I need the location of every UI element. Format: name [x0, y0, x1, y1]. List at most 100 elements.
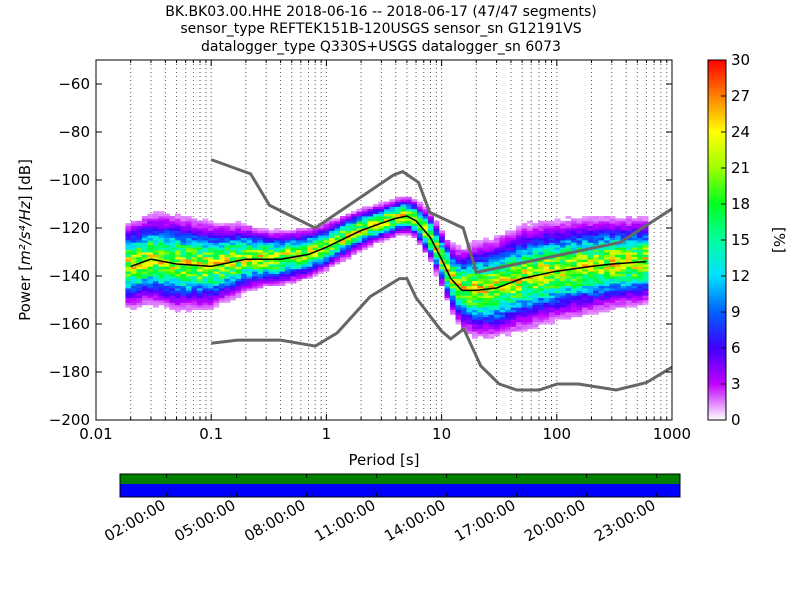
- psd-cell: [631, 220, 638, 224]
- psd-cell: [279, 283, 286, 286]
- psd-cell: [510, 288, 517, 291]
- psd-cell: [383, 237, 390, 241]
- psd-cell: [527, 307, 533, 310]
- psd-cell: [356, 235, 363, 238]
- psd-cell: [538, 319, 544, 322]
- psd-cell: [505, 290, 511, 294]
- psd-cell: [218, 232, 225, 236]
- psd-cell: [576, 240, 583, 243]
- psd-cell: [306, 254, 313, 258]
- psd-cell: [169, 254, 176, 258]
- psd-cell: [494, 314, 500, 318]
- psd-cell: [560, 297, 566, 301]
- psd-cell: [185, 249, 192, 253]
- psd-cell: [169, 242, 176, 246]
- psd-cell: [587, 307, 594, 310]
- psd-cell: [510, 247, 517, 250]
- psd-cell: [273, 283, 280, 286]
- psd-cell: [328, 249, 335, 253]
- psd-cell: [356, 242, 363, 246]
- psd-cell: [609, 280, 616, 284]
- psd-cell: [125, 264, 132, 267]
- psd-cell: [339, 254, 346, 258]
- psd-cell: [637, 278, 643, 282]
- psd-cell: [620, 249, 627, 253]
- psd-cell: [334, 254, 341, 258]
- psd-cell: [136, 302, 143, 306]
- psd-cell: [202, 242, 209, 246]
- psd-cell: [389, 208, 396, 212]
- psd-cell: [191, 292, 198, 296]
- psd-cell: [356, 247, 363, 250]
- psd-cell: [180, 283, 187, 286]
- psd-cell: [224, 254, 231, 258]
- psd-cell: [615, 254, 621, 258]
- psd-cell: [466, 316, 473, 320]
- psd-cell: [383, 208, 390, 212]
- psd-cell: [202, 307, 209, 310]
- psd-cell: [306, 276, 313, 279]
- psd-cell: [554, 256, 561, 260]
- psd-cell: [631, 235, 638, 238]
- psd-cell: [257, 273, 264, 277]
- psd-cell: [345, 230, 352, 234]
- psd-cell: [466, 307, 473, 310]
- psd-cell: [350, 242, 357, 246]
- psd-cell: [301, 252, 308, 255]
- psd-cell: [235, 240, 242, 243]
- psd-cell: [604, 252, 610, 255]
- psd-cell: [251, 259, 258, 262]
- psd-cell: [483, 319, 489, 322]
- psd-cell: [350, 225, 357, 229]
- psd-cell: [367, 230, 374, 234]
- psd-cell: [169, 218, 176, 222]
- psd-cell: [549, 230, 555, 234]
- psd-cell: [450, 249, 456, 253]
- psd-cell: [350, 235, 357, 238]
- psd-cell: [499, 321, 506, 325]
- psd-cell: [598, 302, 605, 306]
- psd-cell: [598, 271, 605, 274]
- psd-cell: [477, 261, 484, 265]
- psd-cell: [609, 290, 616, 294]
- psd-cell: [169, 225, 176, 229]
- psd-cell: [196, 223, 203, 226]
- psd-cell: [224, 242, 231, 246]
- psd-cell: [543, 268, 550, 272]
- psd-cell: [642, 242, 649, 246]
- psd-cell: [538, 285, 544, 289]
- psd-cell: [279, 230, 286, 234]
- psd-cell: [235, 271, 242, 274]
- psd-cell: [444, 292, 451, 296]
- psd-cell: [510, 271, 517, 274]
- psd-cell: [560, 316, 566, 320]
- psd-cell: [604, 261, 610, 265]
- psd-cell: [521, 225, 528, 229]
- psd-cell: [598, 237, 605, 241]
- psd-cell: [466, 285, 473, 289]
- psd-cell: [273, 259, 280, 262]
- psd-cell: [472, 314, 478, 318]
- psd-cell: [543, 280, 550, 284]
- psd-cell: [626, 228, 632, 231]
- psd-cell: [461, 309, 467, 313]
- psd-cell: [196, 278, 203, 282]
- psd-cell: [213, 249, 220, 253]
- psd-cell: [604, 256, 610, 260]
- psd-cell: [174, 266, 181, 270]
- psd-cell: [180, 302, 187, 306]
- psd-cell: [637, 288, 643, 291]
- psd-cell: [141, 242, 148, 246]
- psd-cell: [587, 285, 594, 289]
- psd-cell: [224, 273, 231, 277]
- psd-cell: [543, 302, 550, 306]
- psd-cell: [554, 307, 561, 310]
- psd-cell: [626, 290, 632, 294]
- psd-cell: [450, 312, 456, 315]
- psd-cell: [450, 292, 456, 296]
- psd-cell: [130, 220, 137, 224]
- psd-cell: [626, 230, 632, 234]
- psd-cell: [450, 302, 456, 306]
- psd-cell: [125, 259, 132, 262]
- psd-cell: [372, 237, 379, 241]
